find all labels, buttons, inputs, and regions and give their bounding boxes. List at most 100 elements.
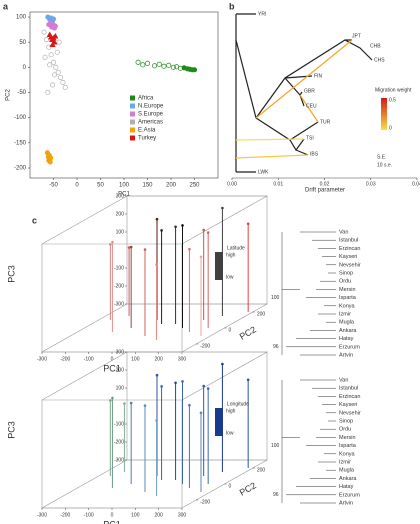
leaf-label: Nevsehir: [339, 262, 361, 268]
legend-swatch: [130, 95, 135, 101]
tree-branches: [235, 13, 373, 173]
point: [56, 39, 62, 45]
point: [155, 263, 158, 266]
point: [221, 206, 224, 210]
leaf-label: GBR: [304, 88, 315, 94]
leaf-label: Izmir: [339, 311, 351, 317]
box-back: [126, 195, 268, 305]
x-tick-label: -200: [60, 512, 70, 518]
point: [41, 29, 47, 35]
legend-swatch: [130, 127, 135, 133]
legend-swatch: [130, 119, 135, 125]
point: [170, 64, 176, 70]
point: [54, 49, 60, 55]
z-tick-label: -300: [114, 301, 124, 307]
leaf-label: YRI: [258, 11, 266, 17]
point: [161, 63, 167, 69]
point: [144, 60, 151, 66]
leaf-label: Mugla: [339, 320, 355, 326]
point: [109, 399, 112, 402]
x-tick-label: 300: [178, 356, 187, 362]
point: [181, 380, 184, 383]
z-tick-label: -100: [114, 421, 124, 427]
leaf-label: IBS: [310, 151, 319, 157]
x-tick-label: 200: [154, 512, 163, 518]
bootstrap: 100: [271, 295, 280, 301]
point: [188, 403, 191, 407]
point: [206, 231, 210, 234]
migration-edges: [235, 39, 353, 159]
leaf-label: Sinop: [339, 418, 353, 424]
leaf-label: Hatay: [339, 336, 354, 342]
x-tick-label: -200: [60, 356, 70, 362]
x-tick-label: 100: [119, 183, 130, 189]
y-axis-label: PC2: [238, 480, 258, 497]
x-tick-label: 0.03: [366, 181, 376, 187]
leaf-label: Artvin: [339, 352, 353, 358]
z-tick-label: 300: [116, 349, 125, 355]
leaf-label: Sinop: [339, 270, 353, 276]
box-floor: [40, 303, 269, 353]
bootstrap: 96: [273, 492, 279, 498]
leaf-label: Erzincan: [339, 394, 360, 400]
z-tick-label: 200: [116, 211, 125, 217]
x-tick-label: 100: [131, 356, 140, 362]
z-tick-label: -300: [114, 457, 124, 463]
x-tick-label: -50: [49, 183, 58, 189]
point: [57, 74, 64, 80]
y-tick-label: -200: [200, 499, 210, 505]
x-axis-label: PC1: [103, 519, 121, 524]
x-tick-label: 0: [111, 356, 114, 362]
legend-label: low: [226, 430, 234, 436]
leaf-label: Konya: [339, 451, 356, 457]
legend-label: E.Asia: [138, 128, 156, 134]
point: [109, 243, 112, 246]
point: [111, 240, 114, 244]
y-axis-label: PC2: [238, 324, 258, 341]
x-tick-label: 0: [75, 183, 79, 189]
legend-label: Americas: [138, 120, 163, 126]
leaf-label: LWK: [258, 169, 269, 175]
legend-title: Latitude: [227, 245, 245, 251]
point: [191, 67, 198, 73]
y-tick-label: -200: [14, 166, 27, 172]
point: [129, 245, 133, 249]
leaf-label: CHB: [370, 43, 381, 49]
x-tick-label: 150: [142, 183, 153, 189]
point: [221, 362, 224, 366]
point: [49, 41, 56, 48]
point: [111, 396, 114, 400]
point: [246, 378, 250, 382]
legend-title: Migration weight: [375, 87, 412, 93]
box-floor: [40, 459, 269, 509]
y-tick-label: -150: [14, 140, 27, 146]
leaf-label: TSI: [306, 135, 314, 141]
panel-label: c: [32, 215, 37, 225]
point: [42, 54, 48, 60]
axis-label: Drift parameter: [305, 188, 345, 194]
point: [246, 222, 250, 226]
leaf-label: Erzincan: [339, 246, 360, 252]
leaf-label: FIN: [314, 73, 322, 79]
x-tick-label: -300: [37, 356, 47, 362]
point: [160, 229, 163, 232]
legend-swatch: [130, 111, 135, 117]
point: [152, 63, 158, 69]
bootstrap: 96: [273, 344, 279, 350]
point: [129, 401, 133, 405]
point: [52, 32, 59, 39]
legend-label: 0.5: [389, 97, 396, 103]
z-tick-label: -200: [114, 439, 124, 445]
point: [188, 247, 191, 251]
leaf-label: Nevsehir: [339, 410, 361, 416]
point: [202, 384, 205, 388]
x-tick-label: -100: [84, 356, 94, 362]
y-axis-label: PC2: [6, 89, 12, 101]
legend-label: Africa: [138, 96, 154, 102]
leaf-label: Erzurum: [339, 344, 360, 350]
leaf-label: Mugla: [339, 468, 355, 474]
leaf-label: Artvin: [339, 500, 353, 506]
box-top: [41, 351, 269, 401]
point: [52, 23, 58, 29]
x-tick-label: 300: [178, 512, 187, 518]
